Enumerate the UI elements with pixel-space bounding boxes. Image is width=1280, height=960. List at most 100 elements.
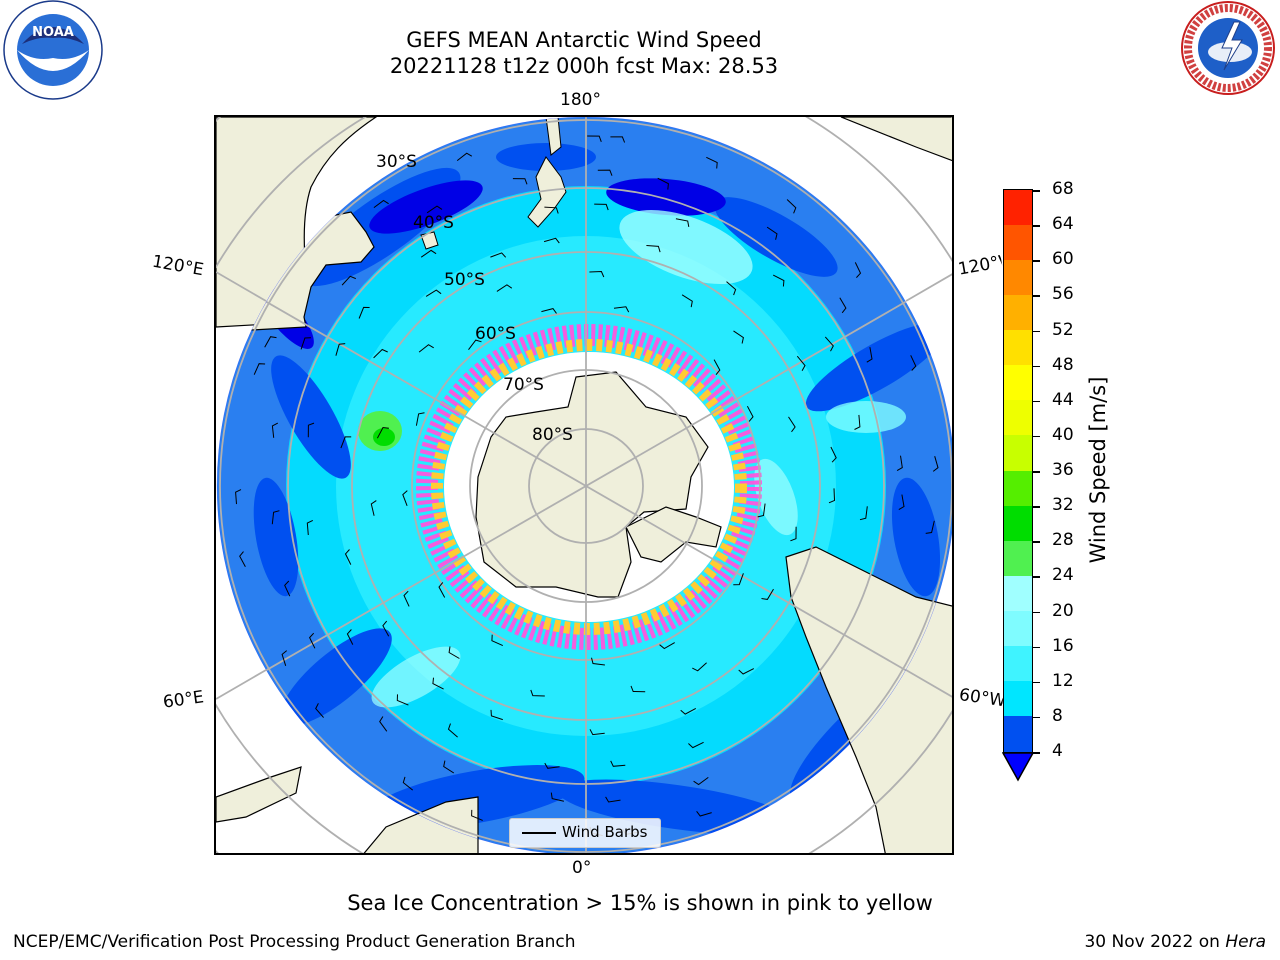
wind-barb: [376, 426, 389, 439]
wind-barbs: [235, 135, 939, 837]
wind-barb: [696, 810, 712, 817]
wind-barb: [589, 729, 605, 736]
wind-barb: [925, 520, 935, 534]
wind-barb: [491, 634, 504, 647]
wind-barb: [402, 776, 414, 791]
wind-barb: [733, 573, 744, 586]
map-panel: [214, 115, 954, 855]
wind-barb: [382, 620, 390, 637]
colorbar-tick-mark: [1032, 646, 1040, 649]
wind-barb: [271, 422, 279, 438]
colorbar-tick-mark: [1032, 400, 1040, 403]
wind-barb: [443, 760, 455, 774]
wind-barb: [610, 760, 626, 767]
wind-barb: [657, 177, 669, 190]
wind-barb: [796, 355, 806, 371]
wind-barb: [597, 169, 613, 176]
wind-barb: [307, 422, 315, 438]
wind-barb: [346, 629, 354, 645]
colorbar-tick-label: 4: [1052, 741, 1063, 761]
wind-barb: [425, 289, 442, 297]
wind-barb: [373, 348, 388, 359]
wind-barb: [766, 226, 778, 240]
colorbar-segment: [1004, 260, 1032, 296]
wind-barb: [335, 343, 346, 356]
wind-barb: [854, 414, 861, 430]
wind-barb: [271, 510, 280, 525]
wind-barb: [490, 252, 507, 258]
wind-barb: [512, 178, 528, 185]
colorbar-tick-label: 44: [1052, 389, 1074, 410]
colorbar-segment: [1004, 225, 1032, 261]
colorbar-tick-mark: [1032, 716, 1040, 719]
colorbar-tick-mark: [1032, 576, 1040, 578]
wind-barb: [490, 709, 503, 721]
wind-barb: [315, 703, 324, 718]
wind-barb: [613, 306, 630, 313]
colorbar-segment: [1004, 715, 1032, 752]
colorbar-segment: [1004, 505, 1032, 542]
chart-title: GEFS MEAN Antarctic Wind Speed: [406, 28, 762, 52]
wind-barb: [746, 405, 754, 422]
lon-label-60e: 60°E: [161, 687, 206, 713]
colorbar-segment: [1004, 190, 1032, 226]
wind-barb: [839, 297, 847, 314]
graticule-outer: [216, 117, 952, 853]
wind-barb: [659, 642, 675, 650]
footer-date-text: 30 Nov 2022 on: [1084, 932, 1226, 952]
colorbar-segment: [1004, 330, 1032, 366]
wind-barb: [530, 689, 545, 697]
lon-label-0: 0°: [572, 858, 592, 878]
noaa-text: NOAA: [32, 25, 74, 40]
colorbar-segment: [1004, 470, 1032, 507]
lon-label-60w: 60°W: [957, 685, 1005, 711]
colorbar-extend-triangle: [1002, 752, 1034, 782]
chart-subtitle: 20221128 t12z 000h fcst Max: 28.53: [389, 54, 779, 78]
footer-date: 30 Nov 2022 on Hera: [1084, 932, 1266, 952]
colorbar-label: Wind Speed [m/s]: [1086, 376, 1110, 564]
legend-label: Wind Barbs: [562, 823, 648, 841]
wind-barb: [468, 339, 482, 351]
wind-barb: [830, 446, 837, 463]
lat-label-80s: 80°S: [532, 425, 573, 445]
lat-label-40s: 40°S: [413, 213, 454, 233]
wind-barb: [713, 359, 721, 376]
wind-barb: [932, 456, 939, 472]
wind-barb: [543, 237, 560, 244]
wind-barb: [284, 580, 291, 597]
nws-logo: [1178, 0, 1278, 100]
colorbar-tick-label: 16: [1052, 635, 1074, 656]
colorbar-tick-label: 40: [1052, 424, 1074, 445]
wind-barb: [866, 347, 873, 363]
wind-barb: [426, 205, 443, 214]
colorbar-segment: [1004, 400, 1032, 436]
lat-label-30s: 30°S: [376, 152, 417, 172]
wind-barb: [824, 336, 834, 352]
wind-barb: [587, 135, 602, 142]
wind-barb: [646, 245, 661, 253]
wind-barb: [675, 218, 690, 227]
wind-barb: [471, 809, 483, 821]
colorbar: [1003, 189, 1033, 753]
wind-barb: [420, 249, 437, 258]
wind-barb: [239, 551, 246, 567]
colorbar-tick-mark: [1032, 506, 1040, 508]
wind-barb: [344, 549, 352, 565]
lat-label-60s: 60°S: [475, 324, 516, 344]
wind-barb: [370, 500, 377, 516]
lat-label-70s: 70°S: [503, 375, 544, 395]
wind-barb: [402, 490, 408, 506]
wind-barb: [415, 412, 425, 426]
wind-barb: [396, 694, 409, 706]
colorbar-tick-mark: [1032, 471, 1040, 473]
wind-barb: [373, 199, 389, 209]
wind-barb: [379, 716, 388, 732]
wind-barb: [358, 306, 370, 319]
wind-barb: [854, 262, 862, 278]
wind-barb: [541, 308, 557, 314]
wind-barb: [594, 203, 609, 211]
colorbar-tick-label: 48: [1052, 354, 1074, 375]
legend-line-swatch: [522, 832, 556, 834]
wind-barb: [790, 526, 797, 542]
wind-barb: [544, 206, 559, 214]
